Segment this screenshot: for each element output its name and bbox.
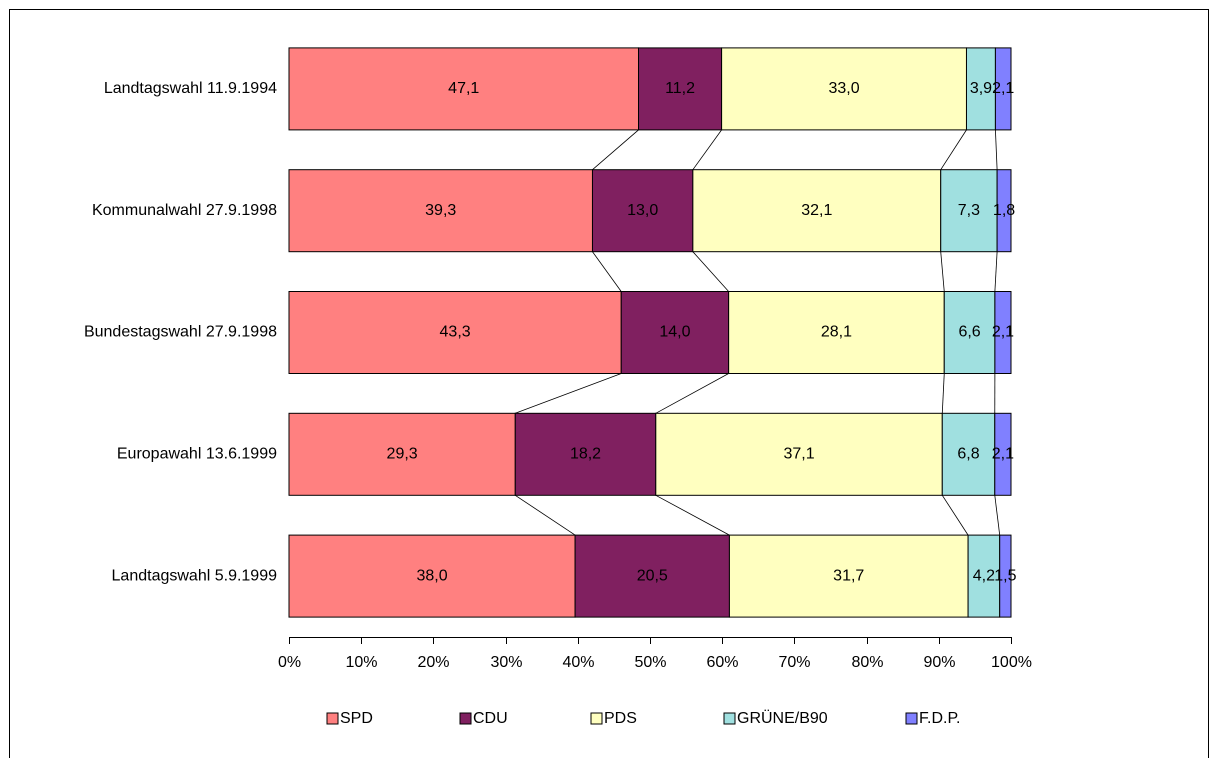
data-label: 33,0 [828,80,859,97]
data-label: 28,1 [821,324,852,341]
x-tick-label: 20% [417,654,449,671]
bar [620,291,730,374]
data-label: 38,0 [416,567,447,584]
data-label: 6,6 [958,324,980,341]
bar [288,534,576,618]
y-tick-label: Europawahl 13.6.1999 [117,446,277,463]
series-line [515,494,576,536]
legend-swatch [723,712,736,725]
series-line [592,251,622,292]
x-tick-label: 60% [706,654,738,671]
legend-swatch [905,712,918,725]
data-label: 39,3 [425,202,456,219]
data-label: 32,1 [801,202,832,219]
data-label: 3,9 [970,80,992,97]
bar [728,291,945,374]
bar [637,47,723,131]
bar [999,534,1012,618]
series-line [692,251,729,292]
bar [692,169,942,253]
data-label: 11,2 [665,80,695,97]
series-line [995,129,998,170]
bar [574,534,730,618]
data-label: 13,0 [627,202,658,219]
chart-frame [9,9,1209,758]
bar [941,412,996,496]
x-tick-label: 40% [562,654,594,671]
data-label: 18,2 [570,446,601,463]
bar [514,412,657,496]
series-line [692,129,722,170]
bar [994,412,1012,496]
data-label: 20,5 [637,567,668,584]
bar [994,47,1012,131]
y-tick-label: Kommunalwahl 27.9.1998 [92,202,277,219]
data-label: 1,8 [993,202,1015,219]
series-line [655,373,729,414]
data-label: 4,2 [973,567,995,584]
data-label: 7,3 [958,202,980,219]
data-label: 43,3 [440,324,471,341]
data-label: 37,1 [783,446,814,463]
y-tick-label: Landtagswahl 11.9.1994 [104,80,277,97]
x-tick-label: 30% [490,654,522,671]
data-label: 14,0 [659,324,690,341]
y-tick-label: Landtagswahl 5.9.1999 [112,567,278,584]
series-line [592,129,639,171]
bar [655,412,943,496]
bar [965,47,996,131]
x-tick-label: 10% [345,654,377,671]
bar [288,169,593,253]
data-label: 31,7 [833,567,864,584]
x-tick-label: 50% [634,654,666,671]
series-line [994,251,998,292]
x-tick-label: 80% [851,654,883,671]
bar [728,534,969,618]
x-tick-label: 100% [991,654,1032,671]
data-label: 2,1 [992,446,1014,463]
legend-label: F.D.P. [919,710,961,727]
x-tick-label: 70% [778,654,810,671]
bar [288,412,516,496]
legend-label: CDU [473,710,508,727]
data-label: 2,1 [992,324,1014,341]
series-line [940,129,967,170]
legend-swatch [590,712,603,725]
data-label: 29,3 [387,446,418,463]
bar [591,169,694,253]
legend-label: GRÜNE/B90 [737,709,828,727]
data-label: 47,1 [448,80,479,97]
bar [288,291,622,374]
bar [288,47,639,131]
legend-swatch [459,712,472,725]
x-tick-label: 90% [923,654,955,671]
bar [721,47,967,131]
bar [996,169,1012,253]
series-line [994,495,1001,536]
series-line [941,495,969,536]
data-label: 6,8 [957,446,979,463]
bar [994,291,1012,374]
data-label: 2,1 [992,80,1014,97]
x-tick-label: 0% [278,654,301,671]
series-line [515,373,622,414]
legend-label: PDS [604,710,637,727]
series-line [941,373,945,414]
y-tick-label: Bundestagswahl 27.9.1998 [84,324,277,341]
legend-label: SPD [340,710,373,727]
series-line [655,494,730,536]
series-line [940,251,945,292]
bar [940,169,998,253]
legend-swatch [326,712,339,725]
data-label: 1,5 [994,567,1016,584]
